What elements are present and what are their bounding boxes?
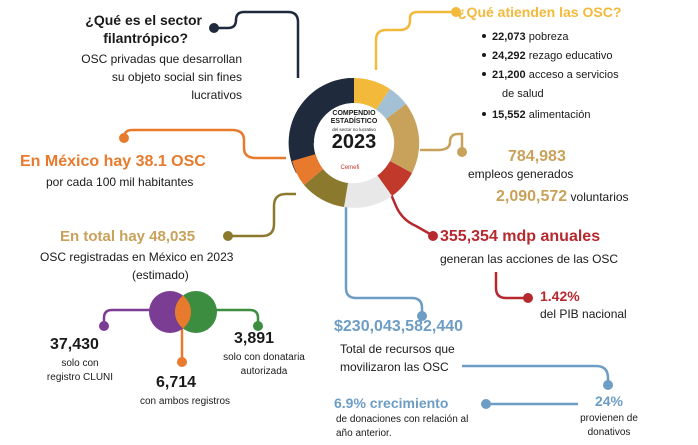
connector-orange-venn-dot: [177, 357, 187, 367]
connector-olive: [228, 192, 296, 238]
q1-body-l2: su objeto social sin fines: [111, 70, 242, 84]
connector-crimson-dot: [428, 231, 438, 241]
venn-cluni-num: 37,430: [50, 336, 99, 353]
connector-purple: [102, 308, 158, 324]
q2-item-0-text: pobreza: [525, 31, 569, 43]
connector-yellow: [374, 10, 456, 70]
donut-segment-olive: [304, 169, 348, 207]
venn-overlap: [174, 295, 192, 329]
donut-segment-navy-2: [289, 78, 354, 143]
connector-steelblue: [344, 200, 424, 314]
resources-l2: movilizaron las OSC: [340, 360, 449, 374]
connector-gold: [420, 132, 464, 152]
q2-item-3-num: 15,552: [492, 109, 526, 121]
venn-don-l1: solo con donataria: [223, 352, 305, 363]
volunteers-label: voluntarios: [567, 190, 629, 204]
venn-both-label: con ambos registros: [140, 396, 231, 407]
volunteers: 2,090,572 voluntarios: [496, 188, 629, 206]
growth-headline: 6.9% crecimiento: [334, 395, 449, 411]
q2-item-3-text: alimentación: [525, 109, 591, 121]
connector-green: [206, 308, 260, 324]
gdp-headline: 355,354 mdp anuales: [440, 228, 601, 245]
connector-crimson-2: [494, 272, 526, 300]
growth-l1: de donaciones con relación al: [336, 414, 469, 425]
resources-num: $230,043,582,440: [334, 318, 464, 335]
q2-title: ¿Qué atienden las OSC?: [458, 4, 622, 20]
q2-item-1-text: rezago educativo: [525, 50, 613, 62]
q2-item-3: 15,552 alimentación: [482, 109, 590, 121]
connector-orange-dot: [119, 133, 129, 143]
connector-crimson-2-dot: [523, 293, 533, 303]
q2-item-2: 21,200 acceso a servicios: [482, 69, 619, 81]
q2-item-1: 24,292 rezago educativo: [482, 50, 613, 62]
center-line3: del sector no lucrativo: [332, 127, 376, 132]
donut-segment-orange: [292, 154, 323, 185]
q2-item-2-text: acceso a servicios: [525, 69, 619, 81]
donations-l1: provienen de: [580, 413, 638, 424]
donut-segment-white: [344, 175, 392, 208]
growth-l2: año anterior.: [336, 428, 392, 439]
venn-don-num: 3,891: [234, 330, 275, 347]
connector-purple-dot: [99, 321, 109, 331]
connector-navy: [214, 10, 300, 78]
connector-olive-dot: [223, 231, 233, 241]
connector-orange: [122, 128, 286, 160]
center-line1: COMPENDIO: [332, 110, 376, 117]
donut-segment-yellow: [354, 78, 390, 110]
total-headline: En total hay 48,035: [60, 228, 196, 245]
connector-crimson: [388, 191, 431, 236]
connector-green-dot: [253, 321, 263, 331]
jobs-num: 784,983: [508, 148, 566, 165]
venn-diagram: [149, 291, 217, 333]
resources-l1: Total de recursos que: [340, 342, 455, 356]
total-sub-l1: OSC registradas en México en 2023: [40, 250, 234, 264]
connector-gold-dot: [457, 147, 467, 157]
total-sub-l2: (estimado): [132, 268, 189, 282]
q1-body-l3: lucrativos: [191, 88, 242, 102]
density-headline: En México hay 38.1 OSC: [20, 153, 206, 170]
venn-cluni-l1: solo con: [61, 358, 99, 369]
q2-item-0-num: 22,073: [492, 31, 526, 43]
gdp-pct-label: del PIB nacional: [540, 307, 627, 321]
donut-hole: [314, 103, 394, 183]
donations-pct: 24%: [594, 393, 624, 409]
q2-item-1-num: 24,292: [492, 50, 526, 62]
connector-navy-dot: [209, 23, 219, 33]
q1-title-l1: ¿Qué es el sector: [85, 12, 202, 28]
gdp-sub: generan las acciones de las OSC: [440, 252, 619, 266]
center-line2: ESTADÍSTICO: [330, 118, 378, 125]
donut-segment-gold: [386, 104, 420, 173]
gdp-pct: 1.42%: [540, 288, 580, 304]
connector-steelblue-2: [462, 364, 610, 382]
venn-don-l2: autorizada: [240, 366, 288, 377]
connector-yellow-dot: [451, 7, 461, 17]
jobs-label: empleos generados: [468, 167, 574, 181]
q1-title-l2: filantrópico?: [103, 30, 188, 46]
q2-item-2-cont: de salud: [502, 88, 544, 100]
center-logo: Cemefi: [340, 165, 360, 171]
center-year: 2023: [331, 131, 377, 153]
q1-body-l1: OSC privadas que desarrollan: [81, 52, 242, 66]
venn-both-num: 6,714: [156, 374, 197, 391]
donations-l2: donativos: [587, 427, 631, 438]
donut-segment-lightblue: [376, 89, 406, 119]
connector-steelblue-3-dot: [481, 399, 491, 409]
q2-item-2-num: 21,200: [492, 69, 526, 81]
density-sub: por cada 100 mil habitantes: [46, 175, 194, 189]
donut-chart: [288, 78, 420, 208]
venn-cluni-l2: registro CLUNI: [46, 372, 114, 383]
connector-steelblue-dot: [417, 311, 427, 321]
q2-item-0: 22,073 pobreza: [482, 31, 568, 43]
connector-steelblue-2-dot: [603, 380, 613, 390]
volunteers-num: 2,090,572: [496, 188, 568, 205]
